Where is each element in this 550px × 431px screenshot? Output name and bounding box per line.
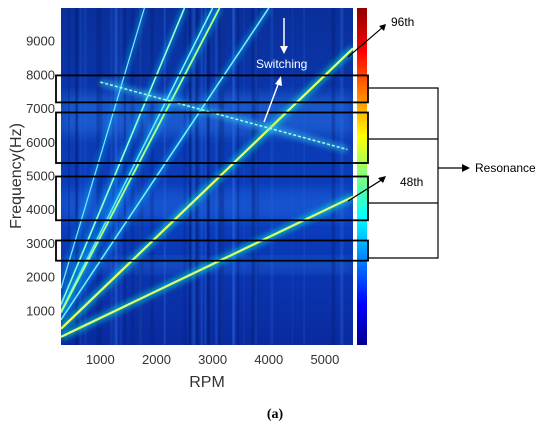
y-tick-label: 1000: [26, 303, 55, 318]
x-axis-title: RPM: [189, 374, 225, 391]
resonance-arrowhead: [462, 164, 470, 172]
resonance-box: [55, 74, 369, 104]
order-line: [61, 8, 186, 305]
x-tick-label: 4000: [254, 352, 283, 367]
resonance-label: Resonance: [475, 161, 536, 175]
x-tick-label: 3000: [198, 352, 227, 367]
resonance-box: [55, 175, 369, 222]
switching-label: Switching: [256, 57, 307, 71]
y-axis-title: Frequency(Hz): [8, 123, 25, 229]
y-tick-label: 9000: [26, 34, 55, 49]
order-line: [61, 8, 145, 289]
order-low-arrowhead: [378, 176, 386, 183]
y-tick-label: 8000: [26, 67, 55, 82]
switching-band: [100, 81, 348, 151]
y-tick-label: 4000: [26, 202, 55, 217]
y-tick-label: 3000: [26, 236, 55, 251]
x-tick-label: 5000: [310, 352, 339, 367]
resonance-box: [55, 111, 369, 164]
figure-caption: (a): [267, 407, 284, 422]
order-high-arrow: [347, 26, 384, 58]
order-line: [61, 8, 221, 314]
order-high-arrowhead: [379, 24, 386, 31]
y-axis-ticks: 1000 2000 3000 4000 5000 6000 7000 8000 9000: [26, 34, 55, 319]
resonance-boxes: [55, 74, 369, 262]
order-line: [61, 47, 353, 330]
switching-arrow-up: [263, 81, 280, 123]
y-tick-label: 6000: [26, 135, 55, 150]
switching-arrowhead-up: [275, 76, 282, 86]
resonance-bracket: [368, 87, 463, 259]
order-low-label: 48th: [400, 175, 423, 189]
x-tick-label: 2000: [142, 352, 171, 367]
y-tick-label: 5000: [26, 169, 55, 184]
order-low-arrow: [347, 178, 384, 202]
y-tick-label: 7000: [26, 101, 55, 116]
x-axis-ticks: 1000 2000 3000 4000 5000: [86, 352, 340, 367]
resonance-box: [55, 239, 369, 262]
switching-arrowhead-down: [280, 46, 288, 54]
order-high-label: 96th: [391, 15, 414, 29]
y-tick-label: 2000: [26, 270, 55, 285]
x-tick-label: 1000: [86, 352, 115, 367]
